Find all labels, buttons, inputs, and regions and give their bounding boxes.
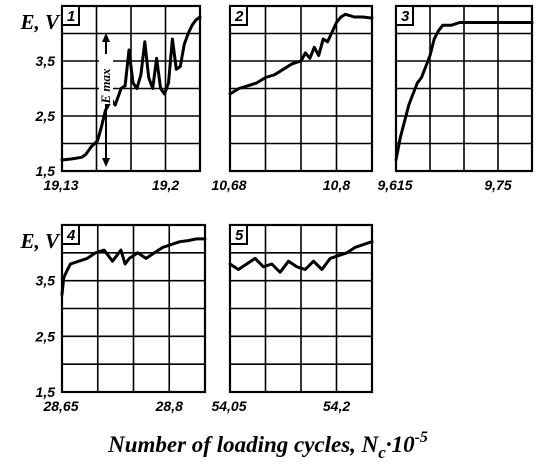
x-axis-title: Number of loading cycles, Nc·10-5 [107,429,428,462]
panel-label-box [229,5,248,26]
panel-label: 1 [67,8,75,25]
x-axis-title-sup: -5 [415,429,428,446]
panel-label: 2 [234,8,244,25]
panel-label: 5 [235,227,244,244]
panel-frame [228,4,374,173]
series-line [228,12,374,96]
y-tick-label: 1,5 [36,163,56,179]
y-tick-label: 1,5 [36,384,56,400]
series-line [394,21,534,162]
x-tick-label: 19,13 [43,177,78,193]
arrow-head-down-icon [102,158,110,167]
series-line [60,237,207,297]
panel-frame [60,4,202,173]
x-tick-label: 54,05 [211,398,246,414]
x-axis-title-mid: ·10 [386,432,415,457]
panel-1: 1 19,13 19,2 1,5 2,5 3,5 E, V E max [19,4,202,193]
panel-frame [60,223,207,394]
x-tick-label: 9,615 [377,177,412,193]
annotation-bg [99,54,113,104]
panel-label-box [61,224,80,245]
arrow-head-up-icon [102,33,110,42]
panel-frame [394,4,534,173]
y-axis-label: E, V [19,229,61,253]
y-tick-label: 2,5 [35,108,56,124]
x-tick-label: 10,8 [323,177,350,193]
annotation-e-max: E max [98,68,113,105]
series-line [228,240,374,274]
y-axis-label: E, V [19,10,61,34]
panel-frame [228,223,374,394]
x-tick-label: 19,2 [152,177,179,193]
panel-5: 5 54,05 54,2 [211,223,374,414]
panel-4: 4 28,65 28,8 1,5 2,5 3,5 E, V [19,223,207,414]
x-tick-label: 28,65 [42,398,78,414]
panel-3: 3 9,615 9,75 [377,4,534,193]
x-axis-title-main: Number of loading cycles, N [107,432,380,457]
x-tick-label: 10,68 [211,177,246,193]
x-tick-label: 9,75 [484,177,511,193]
y-tick-label: 2,5 [35,328,56,344]
panel-label: 4 [66,227,76,244]
y-tick-label: 3,5 [36,273,56,289]
x-tick-label: 28,8 [155,398,183,414]
panel-2: 2 10,68 10,8 [211,4,374,193]
panel-label: 3 [401,8,410,25]
x-axis-title-sub: c [378,443,386,462]
series-line [60,15,202,162]
x-tick-label: 54,2 [323,398,350,414]
panel-label-box [229,224,248,245]
y-tick-label: 3,5 [36,53,56,69]
panel-label-box [395,5,414,26]
panel-label-box [61,5,80,26]
